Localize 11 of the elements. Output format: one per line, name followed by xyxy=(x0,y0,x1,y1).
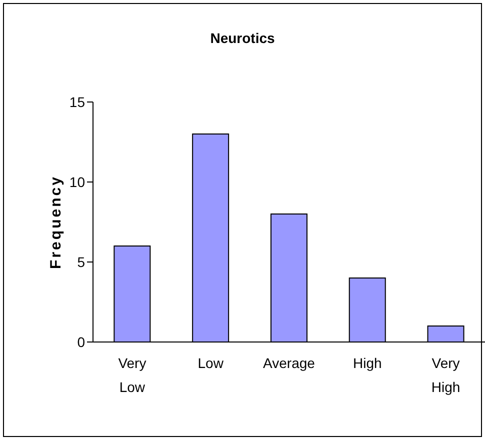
x-tick-label: Very High xyxy=(431,355,460,395)
y-tick-label: 0 xyxy=(77,334,86,350)
y-tick-label: 15 xyxy=(69,94,86,110)
x-tick-label: High xyxy=(353,355,382,371)
y-tick-label: 10 xyxy=(69,174,86,190)
x-tick-label: Very Low xyxy=(118,355,146,395)
chart-title: Neurotics xyxy=(209,30,276,46)
x-tick-label: Average xyxy=(263,355,316,371)
y-tick-label: 5 xyxy=(77,254,86,270)
x-tick-label: Low xyxy=(198,355,224,371)
y-axis-title: Frequency xyxy=(47,175,64,269)
